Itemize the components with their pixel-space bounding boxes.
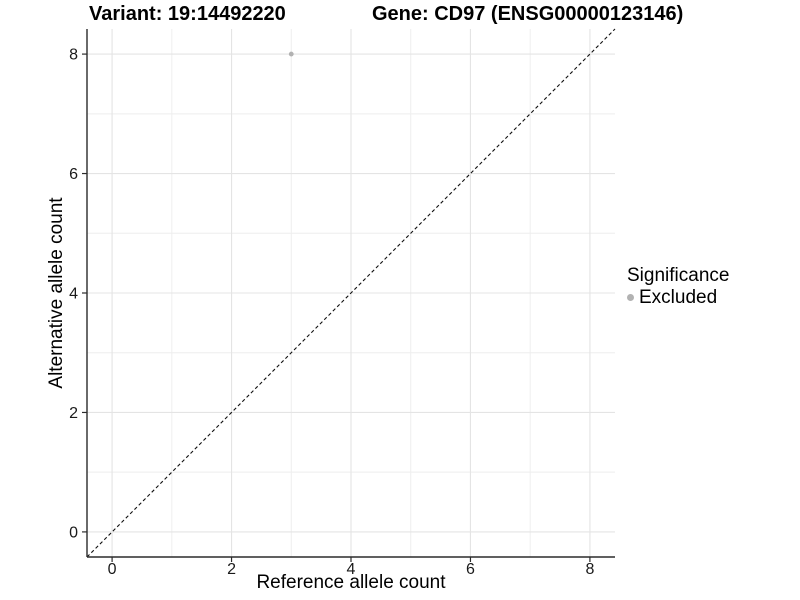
y-tick-label: 2 xyxy=(69,405,78,422)
y-tick-label: 4 xyxy=(69,286,78,303)
x-axis-title: Reference allele count xyxy=(256,572,446,593)
legend-item: Excluded xyxy=(627,287,729,308)
identity-reference-line xyxy=(86,28,616,558)
x-tick-label: 8 xyxy=(585,561,594,578)
y-axis-title: Alternative allele count xyxy=(46,197,67,389)
gene-title: Gene: CD97 (ENSG00000123146) xyxy=(372,3,684,25)
legend-point-icon xyxy=(627,294,634,301)
legend-title: Significance xyxy=(627,265,730,286)
x-tick-label: 2 xyxy=(227,561,236,578)
data-point xyxy=(288,51,294,57)
x-tick-label: 6 xyxy=(466,561,475,578)
legend-label: Excluded xyxy=(639,287,718,308)
variant-title: Variant: 19:14492220 xyxy=(89,3,286,25)
legend-items: Excluded xyxy=(627,287,729,308)
y-tick-label: 0 xyxy=(69,524,78,541)
y-tick-label: 8 xyxy=(69,47,78,64)
x-tick-label: 4 xyxy=(347,561,356,578)
legend: Significance Excluded xyxy=(627,266,729,308)
y-tick-label: 6 xyxy=(69,166,78,183)
x-tick-label: 0 xyxy=(108,561,117,578)
